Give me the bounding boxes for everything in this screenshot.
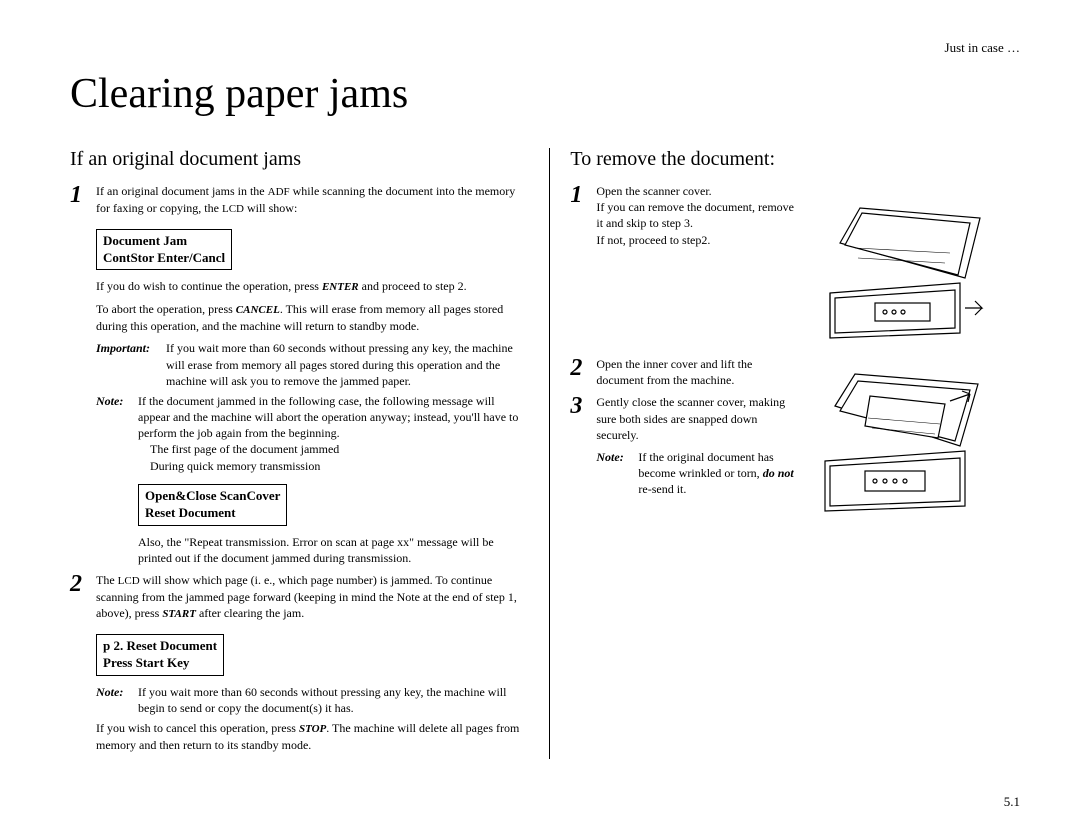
illustration-2-col bbox=[810, 356, 1000, 521]
step-number-icon: 2 bbox=[570, 356, 596, 388]
key-name: STOP bbox=[299, 723, 326, 735]
page-number: 5.1 bbox=[1004, 794, 1020, 810]
sub-line: The first page of the document jammed bbox=[150, 441, 529, 457]
text: To abort the operation, press bbox=[96, 302, 236, 316]
text: will show: bbox=[244, 201, 297, 215]
note2-block: Note: If you wait more than 60 seconds w… bbox=[96, 684, 529, 716]
lcd-line: p 2. Reset Document bbox=[103, 638, 217, 655]
note-label: Note: bbox=[596, 449, 638, 498]
page-title: Clearing paper jams bbox=[70, 70, 1020, 118]
key-name: ENTER bbox=[322, 281, 359, 293]
text: If not, proceed to step2. bbox=[596, 233, 710, 247]
text: will show which page (i. e., which page … bbox=[96, 573, 517, 620]
text: If the document jammed in the following … bbox=[138, 394, 518, 440]
note1-block: Note: If the document jammed in the foll… bbox=[96, 393, 529, 474]
right-column: To remove the document: 1 Open the scann… bbox=[549, 148, 1020, 759]
text: The bbox=[96, 573, 118, 587]
key-name: START bbox=[162, 608, 196, 620]
text: If an original document jams in the bbox=[96, 184, 268, 198]
right-step-3: 3 Gently close the scanner cover, making… bbox=[570, 394, 800, 443]
text: re-send it. bbox=[638, 482, 686, 496]
printer-open-cover-icon bbox=[810, 183, 990, 343]
text: If the original document has become wrin… bbox=[638, 450, 773, 480]
note1-body: If the document jammed in the following … bbox=[138, 393, 529, 474]
step-number-icon: 1 bbox=[570, 183, 596, 248]
important-label: Important: bbox=[96, 340, 166, 389]
right-step-2-3-row: 2 Open the inner cover and lift the docu… bbox=[570, 356, 1020, 521]
text: If you do wish to continue the operation… bbox=[96, 279, 322, 293]
left-step-2: 2 The LCD will show which page (i. e., w… bbox=[70, 572, 529, 622]
step2-body: The LCD will show which page (i. e., whi… bbox=[96, 572, 529, 622]
paragraph-continue: If you do wish to continue the operation… bbox=[96, 278, 529, 295]
text: and proceed to step 2. bbox=[359, 279, 467, 293]
step-number-icon: 2 bbox=[70, 572, 96, 622]
key-name: CANCEL bbox=[236, 304, 280, 316]
right-note-block: Note: If the original document has becom… bbox=[596, 449, 800, 498]
text: Open the scanner cover. bbox=[596, 184, 711, 198]
text-smallcaps: LCD bbox=[222, 203, 244, 215]
paragraph-abort: To abort the operation, press CANCEL. Th… bbox=[96, 301, 529, 334]
text-smallcaps: LCD bbox=[118, 575, 140, 587]
right-heading: To remove the document: bbox=[570, 148, 1020, 171]
cancel-paragraph: If you wish to cancel this operation, pr… bbox=[96, 720, 529, 753]
important-block: Important: If you wait more than 60 seco… bbox=[96, 340, 529, 389]
lcd-line: ContStor Enter/Cancl bbox=[103, 250, 225, 267]
sub-line: During quick memory transmission bbox=[150, 458, 529, 474]
step-number-icon: 1 bbox=[70, 183, 96, 217]
right-step2-body: Open the inner cover and lift the docume… bbox=[596, 356, 800, 388]
right-note-body: If the original document has become wrin… bbox=[638, 449, 800, 498]
right-step1-textcol: 1 Open the scanner cover. If you can rem… bbox=[570, 183, 800, 254]
step1-body: If an original document jams in the ADF … bbox=[96, 183, 529, 217]
text: If you can remove the document, remove i… bbox=[596, 200, 794, 230]
illustration-1-col bbox=[810, 183, 1000, 348]
left-column: If an original document jams 1 If an ori… bbox=[70, 148, 549, 759]
important-body: If you wait more than 60 seconds without… bbox=[166, 340, 529, 389]
right-step-2: 2 Open the inner cover and lift the docu… bbox=[570, 356, 800, 388]
lcd-display-box-1: Document Jam ContStor Enter/Cancl bbox=[96, 229, 232, 271]
two-column-layout: If an original document jams 1 If an ori… bbox=[70, 148, 1020, 759]
note-label: Note: bbox=[96, 684, 138, 716]
note2-body: If you wait more than 60 seconds without… bbox=[138, 684, 529, 716]
right-step3-body: Gently close the scanner cover, making s… bbox=[596, 394, 800, 443]
lcd-line: Document Jam bbox=[103, 233, 225, 250]
lcd-line: Open&Close ScanCover bbox=[145, 488, 280, 505]
right-step23-textcol: 2 Open the inner cover and lift the docu… bbox=[570, 356, 800, 502]
lcd-display-box-3: p 2. Reset Document Press Start Key bbox=[96, 634, 224, 676]
text-smallcaps: ADF bbox=[268, 186, 290, 198]
right-step-1: 1 Open the scanner cover. If you can rem… bbox=[570, 183, 800, 248]
lcd-line: Press Start Key bbox=[103, 655, 217, 672]
lcd-display-box-2: Open&Close ScanCover Reset Document bbox=[138, 484, 287, 526]
emphasis: do not bbox=[763, 466, 794, 480]
lcd-line: Reset Document bbox=[145, 505, 280, 522]
step-number-icon: 3 bbox=[570, 394, 596, 443]
right-step1-body: Open the scanner cover. If you can remov… bbox=[596, 183, 800, 248]
right-step-1-row: 1 Open the scanner cover. If you can rem… bbox=[570, 183, 1020, 348]
also-paragraph: Also, the "Repeat transmission. Error on… bbox=[138, 534, 529, 566]
left-step-1: 1 If an original document jams in the AD… bbox=[70, 183, 529, 217]
page-container: Just in case … Clearing paper jams If an… bbox=[0, 0, 1080, 834]
running-header: Just in case … bbox=[945, 40, 1020, 56]
text: If you wish to cancel this operation, pr… bbox=[96, 721, 299, 735]
text: after clearing the jam. bbox=[196, 606, 304, 620]
left-heading: If an original document jams bbox=[70, 148, 529, 171]
printer-inner-cover-icon bbox=[810, 356, 990, 516]
note-label: Note: bbox=[96, 393, 138, 474]
